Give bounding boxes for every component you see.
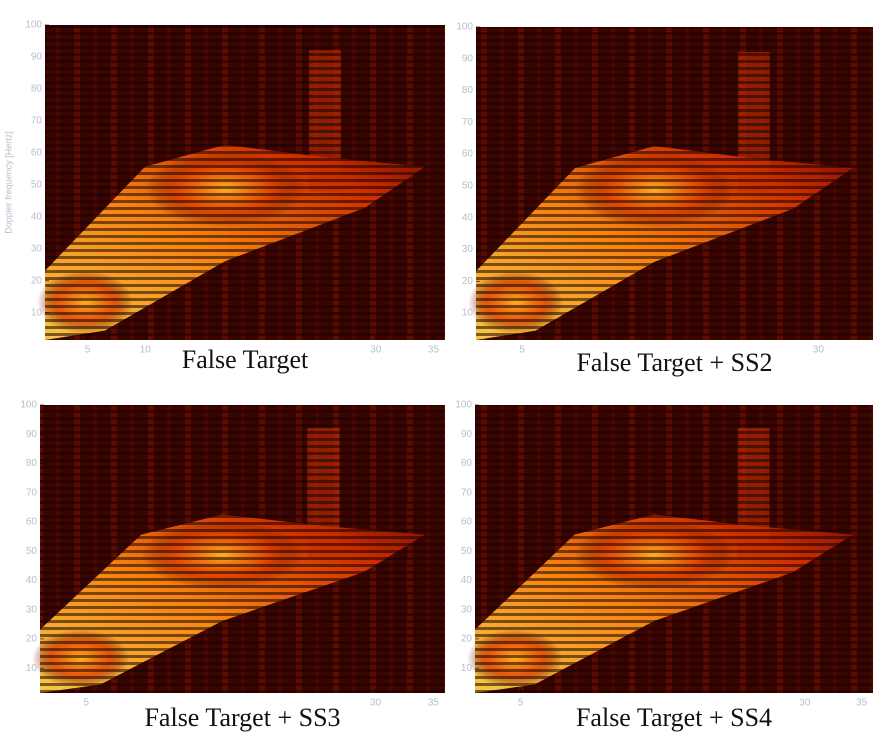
x-tick-label: 10 (140, 345, 152, 356)
x-tick-label: 30 (370, 345, 382, 356)
spectrogram (468, 27, 873, 340)
y-tick-label: 40 (461, 575, 473, 586)
y-tick-label: 70 (31, 116, 43, 127)
y-tick-label: 20 (462, 276, 474, 287)
y-tick-label: 30 (462, 244, 474, 255)
x-tick-label: 30 (813, 345, 825, 356)
figure: 10 20 30 40 50 60 70 80 90 100 5 10 30 35 Doppler freq… (0, 0, 873, 734)
y-tick-label: 30 (26, 604, 38, 615)
spectrogram (467, 405, 873, 693)
x-tick-label: 5 (84, 698, 90, 709)
y-tick-label: 80 (26, 458, 38, 469)
y-tick-label: 70 (462, 117, 474, 128)
y-tick-label: 80 (461, 458, 473, 469)
y-tick-label: 30 (461, 604, 473, 615)
page: {"chart_data": [ {"type": "spectrogram",… (0, 0, 873, 734)
y-tick-label: 70 (26, 487, 38, 498)
x-tick-label: 35 (428, 698, 440, 709)
y-tick-label: 40 (26, 575, 38, 586)
y-tick-label: 40 (462, 212, 474, 223)
x-tick-label: 35 (428, 345, 440, 356)
y-tick-label: 60 (26, 517, 38, 528)
y-tick-label: 90 (26, 429, 38, 440)
spectrogram (32, 405, 445, 693)
y-tick-label: 50 (26, 546, 38, 557)
y-tick-label: 90 (461, 429, 473, 440)
y-tick-label: 100 (25, 20, 42, 31)
y-tick-label: 80 (31, 84, 43, 95)
x-tick-label: 30 (370, 698, 382, 709)
y-tick-label: 10 (26, 663, 38, 674)
y-tick-label: 20 (26, 634, 38, 645)
y-tick-label: 40 (31, 212, 43, 223)
y-tick-label: 60 (461, 517, 473, 528)
x-tick-label: 5 (85, 345, 91, 356)
y-tick-label: 70 (461, 487, 473, 498)
chart-title: False Target (182, 345, 309, 374)
x-tick-label: 5 (518, 698, 524, 709)
y-tick-label: 20 (31, 275, 43, 286)
y-tick-label: 10 (31, 307, 43, 318)
y-tick-label: 100 (455, 400, 472, 411)
stripes (40, 405, 445, 693)
x-tick-label: 30 (799, 698, 811, 709)
x-tick-label: 5 (519, 345, 525, 356)
chart-title: False Target + SS2 (576, 348, 772, 377)
stripes (476, 27, 873, 340)
y-axis-label: Doppler frequency [Hertz] (3, 131, 13, 234)
spectrogram (37, 25, 445, 340)
y-tick-label: 50 (461, 546, 473, 557)
y-tick-label: 10 (462, 308, 474, 319)
stripes (45, 25, 445, 340)
chart-title: False Target + SS4 (576, 703, 772, 732)
y-tick-label: 10 (461, 663, 473, 674)
y-tick-label: 60 (462, 149, 474, 160)
x-tick-label: 35 (856, 698, 868, 709)
y-tick-label: 30 (31, 243, 43, 254)
y-tick-label: 100 (20, 400, 37, 411)
y-tick-label: 90 (31, 52, 43, 63)
chart-title: False Target + SS3 (144, 703, 340, 732)
y-tick-label: 60 (31, 148, 43, 159)
y-tick-label: 80 (462, 85, 474, 96)
y-tick-label: 100 (456, 22, 473, 33)
stripes (475, 405, 873, 693)
y-tick-label: 90 (462, 53, 474, 64)
y-tick-label: 50 (462, 181, 474, 192)
y-tick-label: 20 (461, 634, 473, 645)
y-tick-label: 50 (31, 180, 43, 191)
